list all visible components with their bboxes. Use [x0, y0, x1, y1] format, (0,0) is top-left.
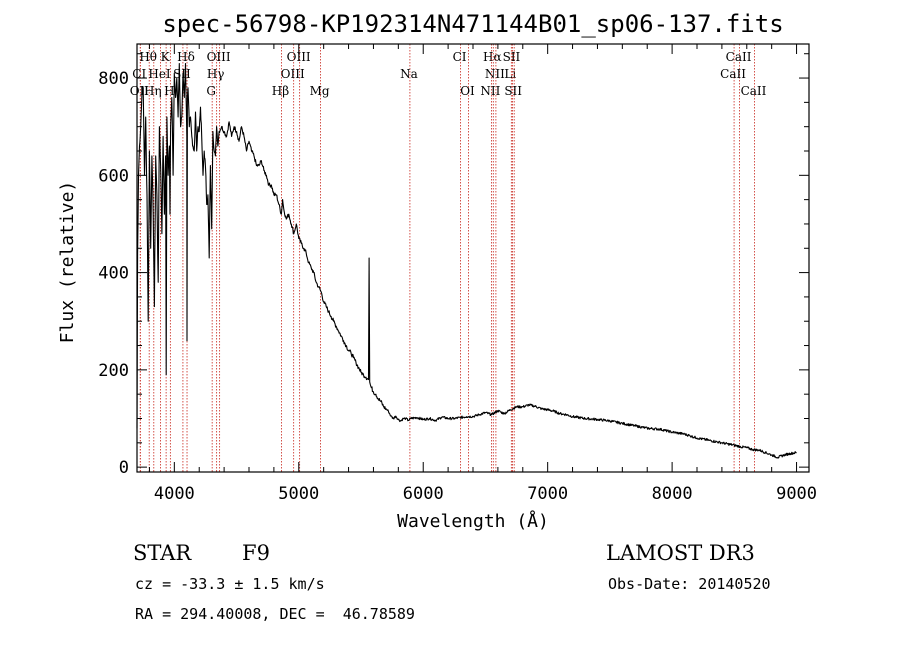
line-label-27: CaII	[741, 84, 767, 98]
line-label-2: Hδ	[177, 50, 195, 64]
line-label-23: Mg	[310, 84, 330, 98]
flux-line	[136, 62, 797, 459]
line-label-16: Li	[504, 67, 516, 81]
line-label-1: K	[161, 50, 171, 64]
line-label-20: H	[164, 84, 174, 98]
y-tick-label-2: 400	[98, 264, 129, 284]
line-label-13: OIII	[281, 67, 305, 81]
observation-date: Obs-Date: 20140520	[608, 575, 771, 593]
object-class: STAR	[133, 541, 192, 565]
line-label-26: SII	[504, 84, 522, 98]
y-tick-label-4: 800	[98, 69, 129, 89]
x-tick-label-5: 9000	[776, 484, 817, 504]
line-label-25: NII	[480, 84, 500, 98]
line-label-9: CI	[132, 67, 146, 81]
chart-title: spec-56798-KP192314N471144B01_sp06-137.f…	[162, 10, 783, 38]
x-tick-label-4: 8000	[652, 484, 693, 504]
line-label-12: Hγ	[207, 67, 225, 81]
flux-series-layer	[136, 62, 797, 459]
line-label-10: HeI	[148, 67, 171, 81]
line-label-5: CI	[453, 50, 467, 64]
line-label-24: OI	[460, 84, 475, 98]
line-label-11: SII	[173, 67, 191, 81]
y-tick-label-1: 200	[98, 361, 129, 381]
line-label-8: CaII	[726, 50, 752, 64]
x-tick-label-1: 5000	[278, 484, 319, 504]
x-axis-label: Wavelength (Å)	[397, 510, 549, 532]
line-label-18: OII	[130, 84, 150, 98]
y-axis-label: Flux (relative)	[57, 181, 78, 344]
plot-frame	[136, 43, 810, 473]
line-label-14: Na	[400, 67, 418, 81]
line-label-17: CaII	[720, 67, 746, 81]
redshift-cz: cz = -33.3 ± 1.5 km/s	[135, 575, 325, 593]
y-tick-label-3: 600	[98, 166, 129, 186]
coordinates: RA = 294.40008, DEC = 46.78589	[135, 605, 415, 623]
x-tick-label-0: 4000	[154, 484, 195, 504]
x-tick-label-2: 6000	[403, 484, 444, 504]
line-label-0: Hθ	[139, 50, 157, 64]
line-label-19: Hη	[144, 84, 162, 98]
line-label-3: OIII	[207, 50, 231, 64]
survey-name: LAMOST DR3	[606, 541, 755, 565]
y-tick-label-0: 0	[119, 458, 129, 478]
line-label-6: Hα	[483, 50, 502, 64]
line-label-21: G	[206, 84, 216, 98]
axes: 4000 5000 6000 7000 8000 9000 0 200 400 600 800	[98, 44, 817, 504]
object-subclass: F9	[242, 541, 270, 565]
line-label-15: NII	[485, 67, 505, 81]
x-tick-label-3: 7000	[527, 484, 568, 504]
line-label-22: Hβ	[272, 84, 289, 98]
line-label-4: OIII	[287, 50, 311, 64]
